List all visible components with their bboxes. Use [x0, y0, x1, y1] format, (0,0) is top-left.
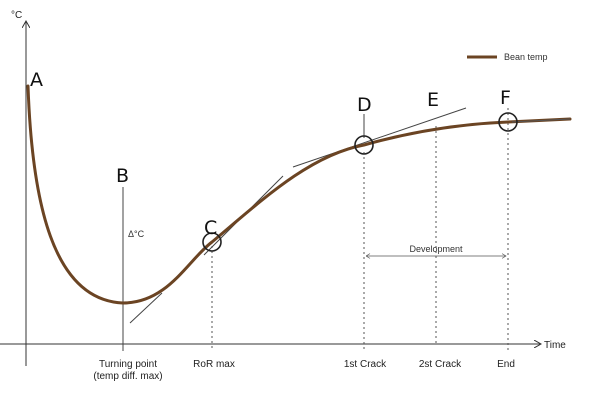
point-label-e: E	[427, 89, 439, 111]
legend-label: Bean temp	[504, 52, 548, 62]
x-tick-turning-line2: (temp diff. max)	[93, 371, 162, 382]
tangent-turning	[129, 292, 163, 324]
point-label-c: C	[204, 217, 217, 239]
first-crack-marker	[354, 135, 374, 155]
x-tick-second-crack: 2st Crack	[419, 359, 462, 370]
delta-label: Δ°C	[128, 229, 145, 239]
bean-temp-curve-tail	[511, 118, 571, 123]
bean-temp-curve	[26, 84, 572, 305]
point-label-f: F	[500, 87, 511, 109]
point-label-d: D	[357, 94, 372, 116]
x-tick-ror: RoR max	[193, 359, 235, 370]
x-tick-first-crack: 1st Crack	[344, 359, 387, 370]
y-axis-label: °C	[11, 10, 22, 21]
x-tick-turning-line1: Turning point	[99, 359, 157, 370]
end-marker	[498, 112, 518, 132]
development-label: Development	[409, 244, 463, 254]
point-label-a: A	[30, 69, 43, 91]
ror-max-marker	[202, 232, 222, 252]
x-tick-end: End	[497, 359, 515, 370]
tangent-first-crack	[292, 107, 467, 168]
point-label-b: B	[116, 165, 129, 187]
x-axis-label: Time	[544, 340, 566, 351]
